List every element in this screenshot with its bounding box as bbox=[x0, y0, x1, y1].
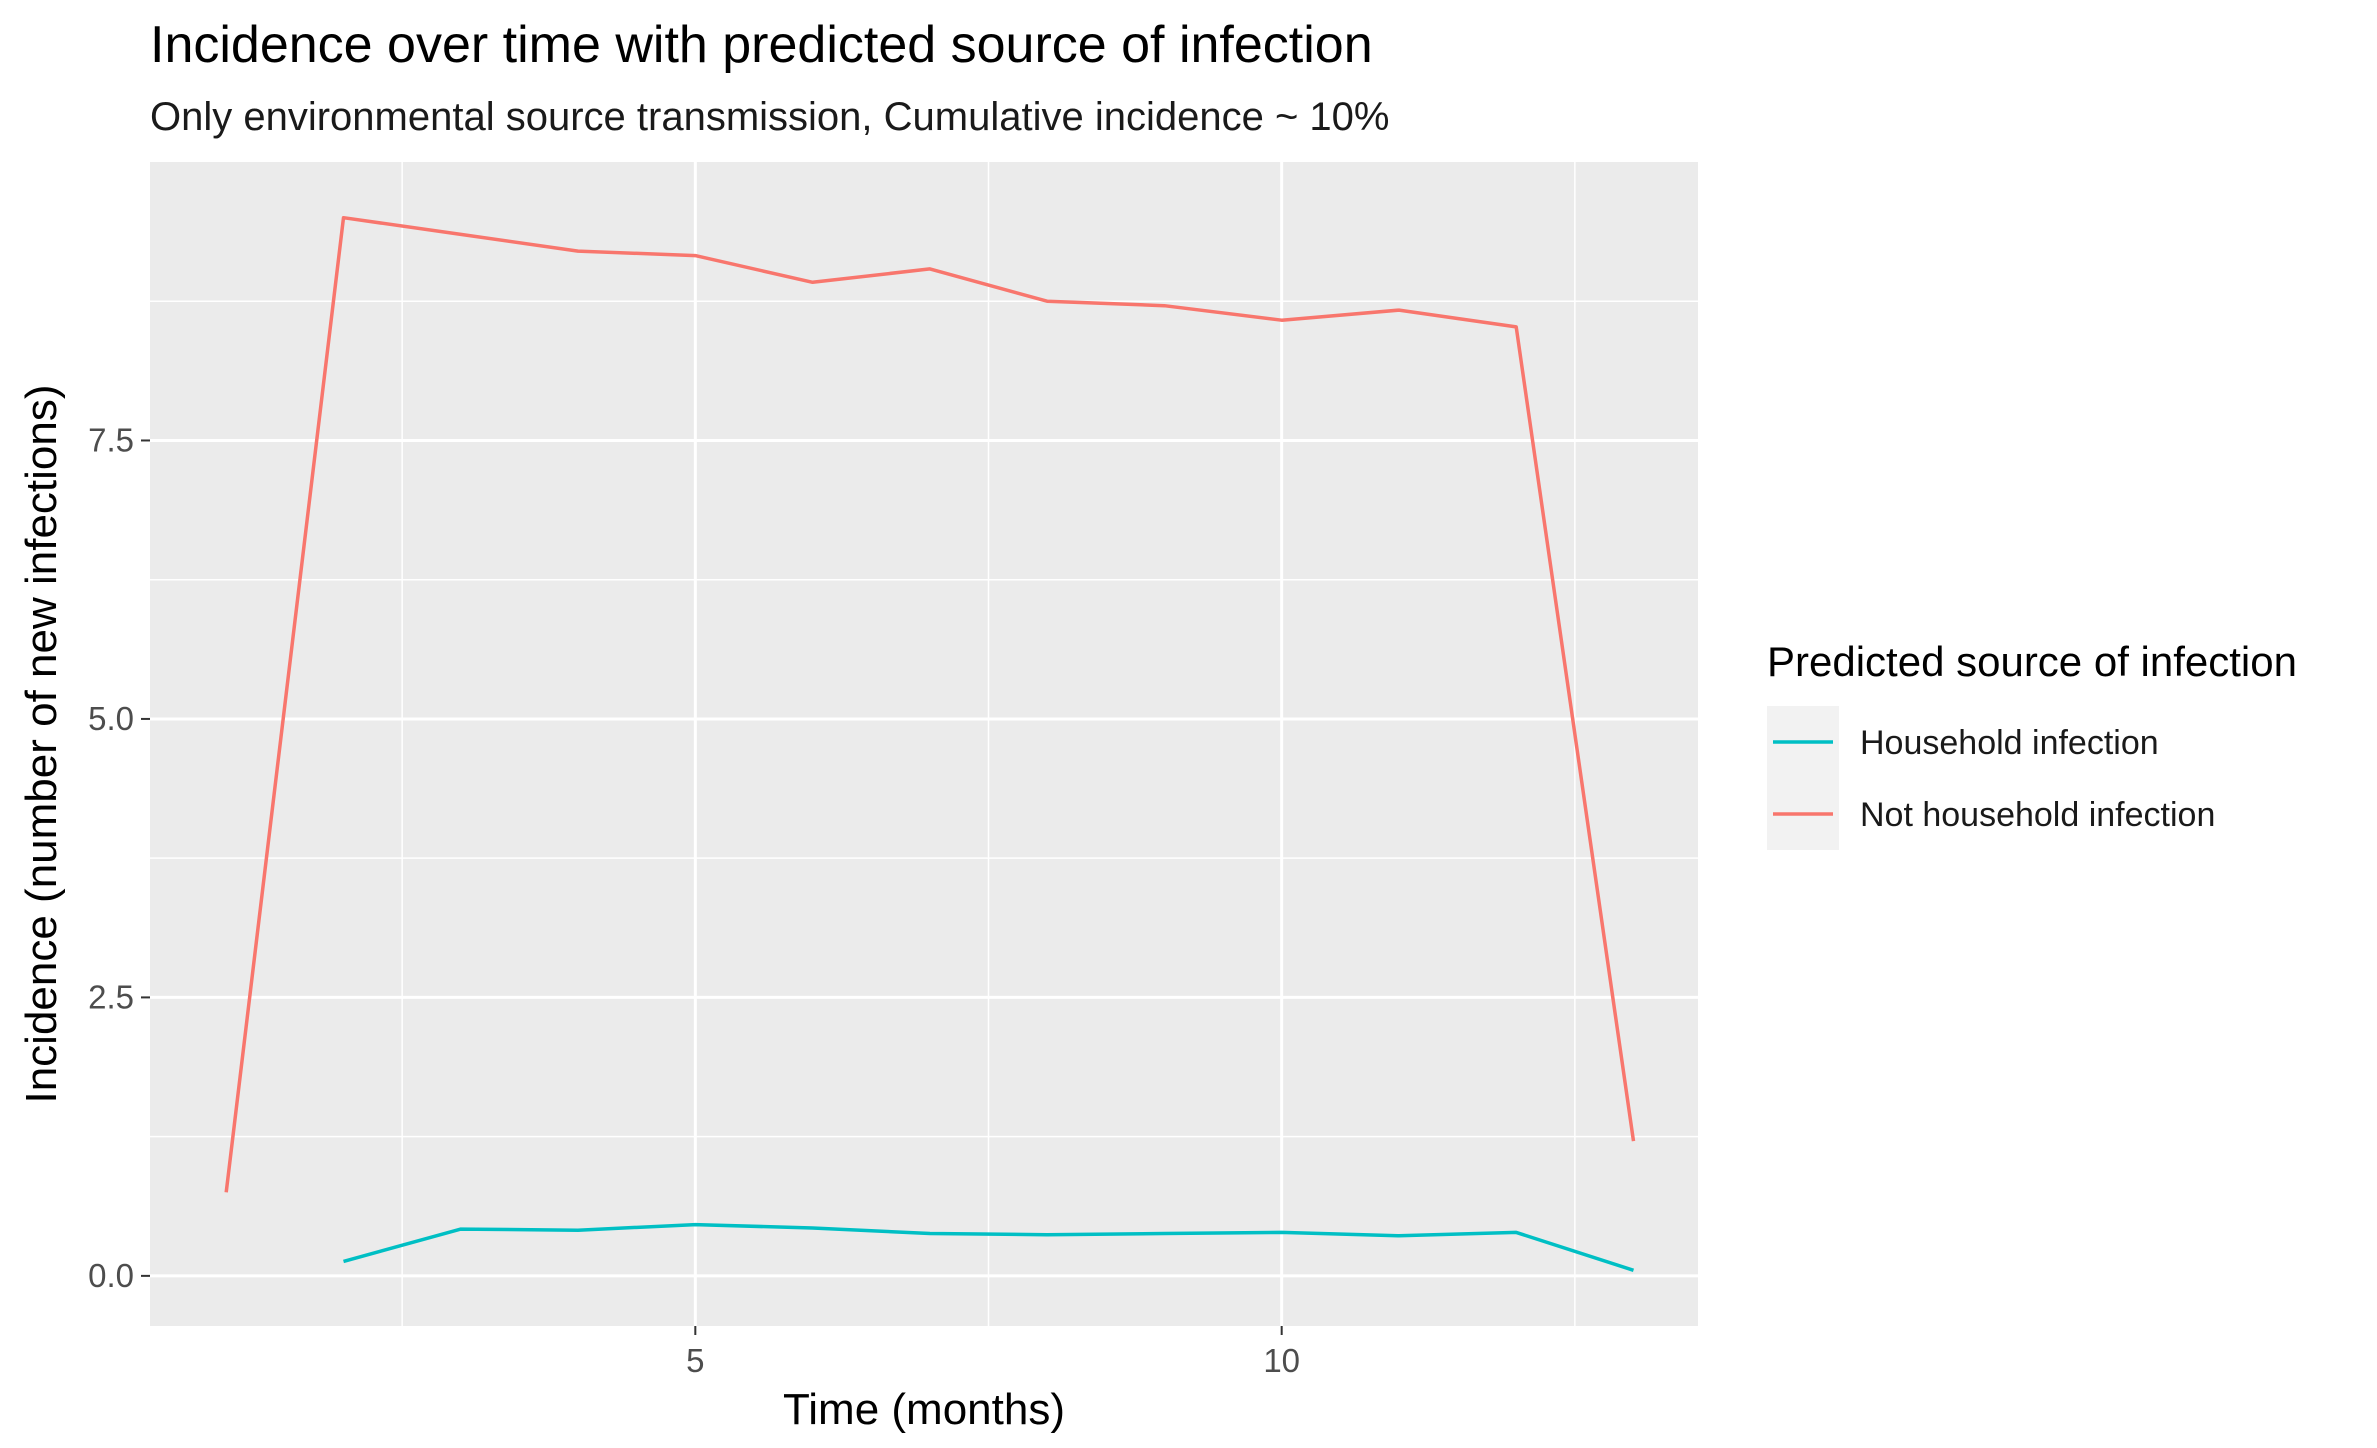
y-axis: 0.0 2.5 5.0 7.5 bbox=[88, 421, 150, 1294]
legend-title: Predicted source of infection bbox=[1767, 638, 2297, 685]
series-line-household-infection bbox=[343, 1222, 1635, 1272]
x-axis-title: Time (months) bbox=[783, 1385, 1065, 1434]
x-axis: 5 10 bbox=[686, 1326, 1300, 1379]
legend-label-household: Household infection bbox=[1860, 724, 2159, 762]
legend-label-not-household: Not household infection bbox=[1860, 796, 2215, 834]
series-layer bbox=[224, 215, 1636, 1272]
major-gridlines bbox=[150, 162, 1698, 1326]
y-tick-label: 0.0 bbox=[88, 1257, 134, 1294]
x-tick-label: 5 bbox=[686, 1342, 704, 1379]
x-tick-label: 10 bbox=[1263, 1342, 1300, 1379]
y-tick-label: 5.0 bbox=[88, 700, 134, 737]
plot-panel bbox=[150, 162, 1698, 1326]
y-tick-label: 2.5 bbox=[88, 978, 134, 1015]
y-axis-title: Incidence (number of new infections) bbox=[17, 384, 66, 1103]
minor-gridlines bbox=[150, 162, 1698, 1326]
legend: Predicted source of infection Household … bbox=[1767, 638, 2297, 850]
series-line-not-household-infection bbox=[224, 215, 1636, 1193]
chart-subtitle: Only environmental source transmission, … bbox=[150, 95, 1389, 139]
legend-key-background bbox=[1767, 706, 1839, 850]
chart-title: Incidence over time with predicted sourc… bbox=[150, 16, 1373, 74]
y-tick-label: 7.5 bbox=[88, 421, 134, 458]
